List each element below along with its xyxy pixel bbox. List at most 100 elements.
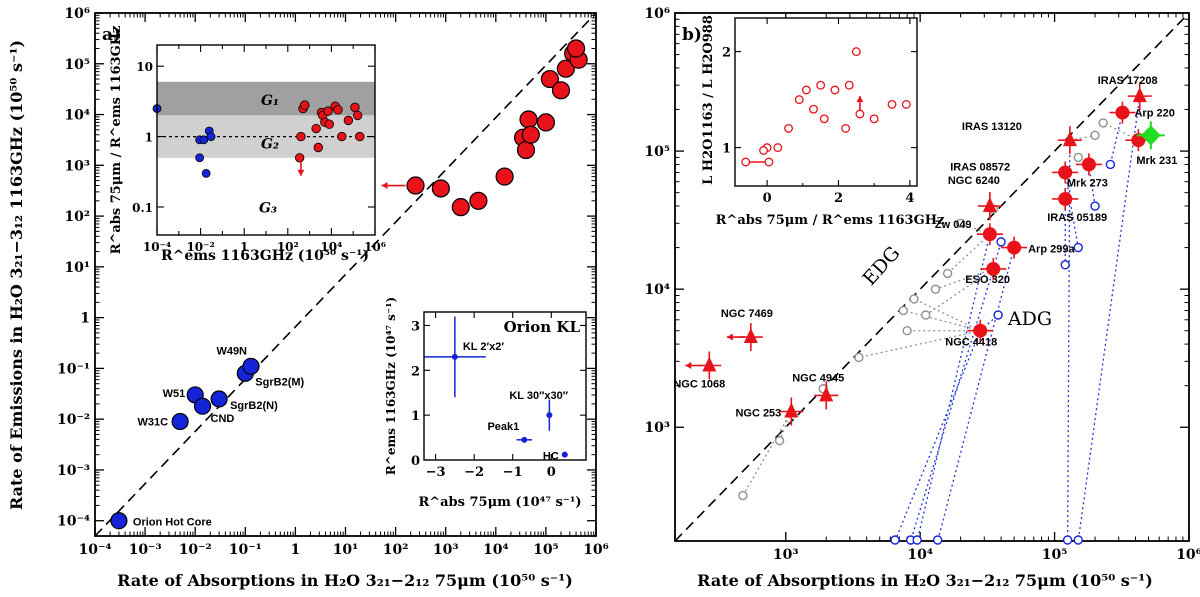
inset-x-tick-label: 10⁶ — [364, 240, 386, 254]
extragalactic-point — [451, 198, 470, 217]
galactic-point — [110, 512, 128, 530]
y-tick-label: 10⁴ — [644, 282, 670, 298]
extragalactic-point — [536, 113, 556, 132]
galactic-point — [210, 390, 228, 408]
galaxy-triangle-point — [1132, 87, 1147, 103]
extragalactic-point — [406, 176, 425, 195]
galaxy-triangle-point — [982, 197, 997, 213]
galactic-point-label: W51 — [163, 388, 186, 400]
inset-b-point — [816, 80, 826, 90]
inset-line-ratio-points — [741, 47, 911, 167]
gray-open-point — [1090, 130, 1100, 141]
inset-b-point — [851, 47, 861, 57]
galaxy-label: ESO 320 — [965, 274, 1010, 286]
orion-y-tick-label: 2 — [411, 364, 420, 379]
galaxy-label: Arp 220 — [1134, 108, 1174, 120]
panel-a-label: a) — [102, 25, 121, 45]
extragalactic-point — [431, 179, 450, 198]
inset-orion-frame — [423, 311, 587, 461]
inset-b-point — [784, 123, 793, 133]
blue-open-point — [1073, 535, 1083, 545]
orion-point — [451, 353, 458, 360]
galactic-point-label: W49N — [216, 345, 247, 357]
inset-b-y-tick-label: 2 — [722, 46, 731, 61]
gray-open-point — [942, 268, 953, 279]
panel-a-ylabel: Rate of Emissions in H₂O 3₂₁−3₁₂ 1163GHz… — [7, 40, 26, 510]
inset-x-tick-label: 10⁴ — [320, 240, 342, 254]
x-tick-label: 10⁻¹ — [229, 542, 262, 558]
inset-ratio-blue-point — [199, 135, 209, 145]
inset-x-tick-label: 10⁻² — [186, 240, 214, 254]
orion-point-label: KL 30″x30″ — [509, 390, 568, 402]
y-tick-label: 10⁻⁴ — [57, 514, 90, 530]
inset-y-tick-label: 1 — [145, 131, 153, 145]
galaxy-circle-point — [1115, 105, 1130, 120]
x-tick-label: 10¹ — [333, 542, 359, 558]
blue-open-point — [912, 535, 922, 545]
galaxy-label: NGC 7469 — [721, 308, 773, 320]
gray-open-point — [1098, 118, 1108, 128]
y-tick-label: 10⁵ — [64, 57, 90, 73]
y-tick-label: 10³ — [64, 158, 90, 174]
inset-ratio-points — [152, 100, 365, 178]
panel-b-one-to-one-line — [674, 12, 1190, 542]
inset-ratio-blue-point — [206, 132, 216, 141]
upper-limit-arrow-head — [685, 361, 692, 369]
gray-open-point — [930, 284, 941, 294]
x-tick-label: 10⁻³ — [129, 542, 162, 558]
y-tick-label: 10⁻¹ — [57, 361, 90, 377]
gray-connector — [742, 411, 792, 496]
panel-b: 10³ 10⁴ 10⁵ 10⁶ 10³ 10⁴ 10⁵ 10⁶ NGC 1068 NGC 74… — [644, 6, 1200, 590]
inset-b-point — [773, 143, 783, 153]
gray-open-point — [1073, 152, 1083, 163]
galaxy-circle-point — [982, 227, 997, 242]
inset-orion-xlabel: R^abs 75μm (10⁴⁷ s⁻¹) — [418, 495, 581, 510]
gray-open-point — [854, 352, 864, 363]
blue-connector — [1088, 164, 1096, 207]
region-label-adg: ADG — [1007, 308, 1052, 330]
galaxy-label: IRAS 17208 — [1098, 75, 1158, 87]
inset-line-ratio-ylabel: L H2O1163 / L H2O988 — [701, 15, 716, 185]
inset-b-point — [844, 80, 854, 90]
x-tick-label: 10³ — [773, 547, 799, 563]
extragalactic-point — [556, 59, 575, 78]
galaxy-label: NGC 4418 — [945, 337, 997, 349]
inset-b-point — [809, 104, 818, 114]
extragalactic-point — [566, 39, 586, 58]
gray-connector — [903, 309, 981, 332]
inset-x-tick-label: 10² — [277, 240, 299, 254]
galaxy-label: IRAS 08572 — [950, 161, 1010, 173]
inset-ratio-ylabel: R^abs 75μm / R^ems 1163GHz — [109, 26, 124, 255]
inset-ratio-upper-limit-head — [297, 169, 305, 176]
galaxy-circle-point — [973, 323, 988, 338]
blue-open-point — [932, 535, 943, 545]
gray-open-point — [921, 310, 931, 320]
galactic-point-label: SgrB2(N) — [230, 400, 278, 412]
inset-b-point — [764, 157, 774, 167]
blue-open-point — [1090, 201, 1100, 211]
galaxy-label: Zw 049 — [935, 219, 972, 231]
x-tick-label: 10² — [383, 542, 409, 558]
band-g1-label: G₁ — [261, 93, 279, 109]
panel-b-x-ticks: 10³ 10⁴ 10⁵ 10⁶ — [773, 13, 1200, 563]
panel-b-xlabel: Rate of Absorptions in H₂O 3₂₁−2₁₂ 75μm … — [697, 571, 1153, 590]
galaxy-triangle-point — [784, 402, 799, 418]
gray-connector — [858, 330, 981, 359]
inset-orion-x-ticks: −3 −2 −1 0 — [426, 312, 556, 480]
galaxy-label: Mrk 231 — [1136, 155, 1177, 167]
gray-connector — [913, 298, 981, 332]
inset-y-tick-label: 10 — [136, 60, 153, 74]
inset-b-arrow-up-head — [856, 96, 864, 102]
extragalactic-point — [519, 110, 538, 129]
inset-ratio-blue-point — [201, 168, 211, 178]
inset-ratio: G₁ G₂ G₃ 10⁻⁴ 10⁻² 1 10² 10⁴ 10⁶ 0.1 1 10 R^ems 1… — [109, 26, 386, 264]
inset-ratio-red-point — [324, 119, 334, 129]
extragalactic-point — [540, 69, 559, 89]
galaxy-label: Mrk 273 — [1067, 177, 1108, 189]
extragalactic-point — [551, 81, 571, 100]
inset-x-tick-label: 10⁻⁴ — [143, 240, 171, 254]
blue-open-point — [993, 310, 1003, 320]
inset-orion-ylabel: R^ems 1163GHz (10⁴⁷ s⁻¹) — [384, 297, 398, 475]
inset-b-x-tick-label: 4 — [905, 191, 914, 206]
blue-connector — [937, 247, 1015, 542]
